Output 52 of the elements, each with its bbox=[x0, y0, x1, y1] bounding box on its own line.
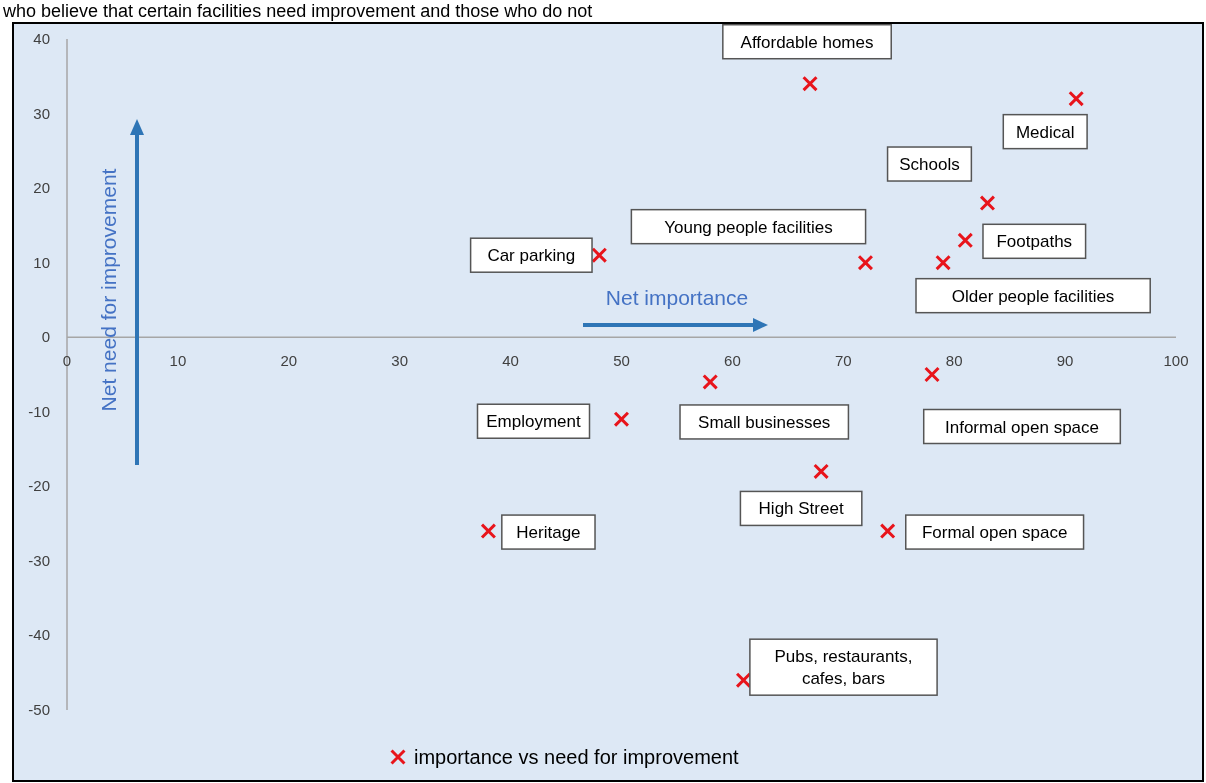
annotation: Affordable homes bbox=[740, 32, 874, 52]
x-tick-label: 90 bbox=[1056, 352, 1074, 370]
y-tick-label: -20 bbox=[28, 477, 50, 495]
y-tick-label: 10 bbox=[33, 253, 50, 271]
annotation: Young people facilities bbox=[664, 217, 833, 237]
x-tick-label: 20 bbox=[280, 352, 298, 370]
y-tick-label: -30 bbox=[28, 551, 50, 569]
y-tick-label: -10 bbox=[28, 402, 50, 420]
annotation: Schools bbox=[899, 155, 960, 175]
y-tick-label: 20 bbox=[33, 179, 50, 197]
point bbox=[1068, 90, 1085, 107]
point bbox=[813, 463, 830, 480]
y-tick-label: -50 bbox=[28, 701, 50, 718]
annotation: Medical bbox=[1015, 122, 1075, 142]
point bbox=[924, 366, 940, 383]
point bbox=[857, 254, 874, 271]
y-tick-label: 0 bbox=[41, 328, 50, 346]
annotation: Car parking bbox=[487, 246, 576, 266]
x-tick-label: 80 bbox=[945, 352, 963, 370]
point bbox=[879, 523, 896, 540]
chart-title: who believe that certain facilities need improvement and those who do not bbox=[2, 1, 593, 21]
x-tick-label: 70 bbox=[834, 352, 852, 370]
annotation: Footpaths bbox=[996, 232, 1073, 252]
x-tick-label: 10 bbox=[169, 352, 187, 370]
annotation: Informal open space bbox=[945, 417, 1100, 437]
point bbox=[591, 247, 608, 264]
x-tick-label: 60 bbox=[724, 352, 741, 370]
y-tick-label: 40 bbox=[33, 30, 50, 47]
y-axis-title: Net need for improvement bbox=[97, 168, 120, 412]
annotation: High Street bbox=[758, 499, 844, 519]
annotation: Formal open space bbox=[921, 523, 1068, 543]
annotation: Small businesses bbox=[698, 412, 831, 432]
point bbox=[702, 374, 719, 390]
point bbox=[480, 523, 497, 540]
point bbox=[613, 411, 630, 428]
annotation: Heritage bbox=[516, 523, 581, 543]
annotation: Employment bbox=[486, 412, 582, 432]
point bbox=[935, 254, 952, 271]
y-tick-label: 30 bbox=[33, 104, 50, 122]
legend-label: importance vs need for improvement bbox=[414, 746, 740, 768]
x-tick-label: 0 bbox=[62, 352, 72, 370]
point bbox=[957, 232, 974, 249]
x-axis-title: Net importance bbox=[605, 286, 749, 309]
point bbox=[802, 75, 818, 92]
x-tick-label: 100 bbox=[1163, 352, 1189, 370]
annotation: Pubs, restaurants, cafes, bars bbox=[774, 647, 913, 689]
y-tick-label: -40 bbox=[28, 626, 50, 644]
x-tick-label: 40 bbox=[502, 352, 519, 370]
x-tick-label: 30 bbox=[391, 352, 409, 370]
annotation: Older people facilities bbox=[951, 286, 1115, 306]
point bbox=[979, 195, 996, 211]
x-tick-label: 50 bbox=[613, 352, 630, 370]
